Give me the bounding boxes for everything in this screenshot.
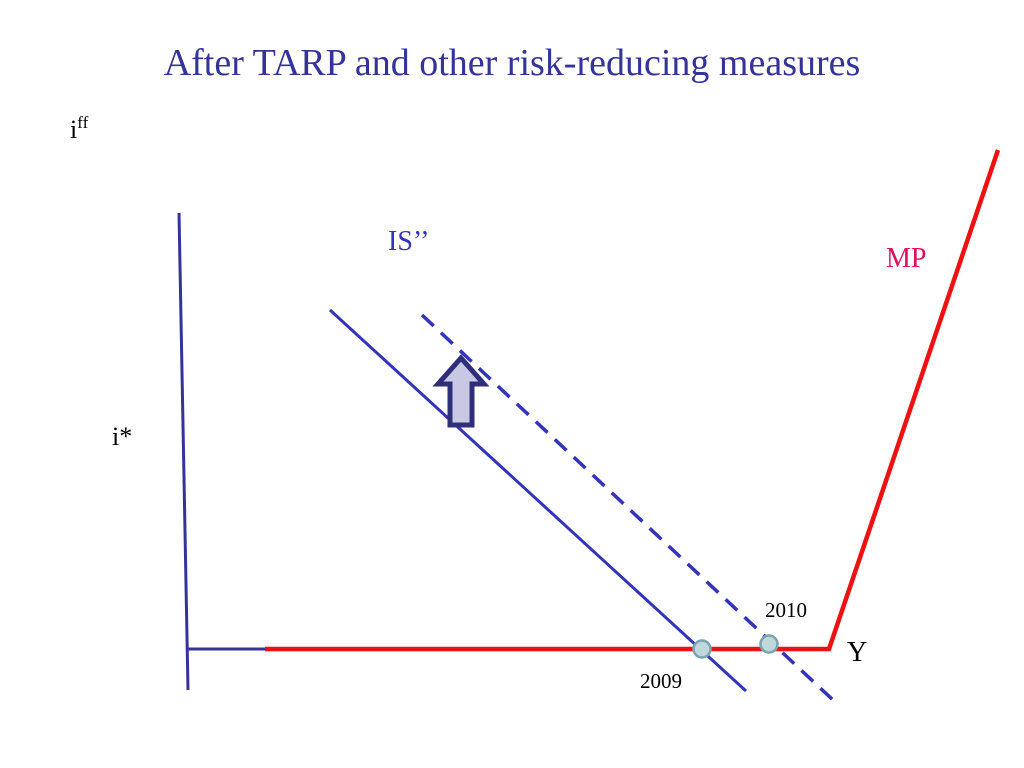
mp-label: MP <box>886 243 926 274</box>
equilibrium-2010-marker <box>759 634 779 654</box>
y-axis-line <box>177 212 190 691</box>
y-axis-label-base: i <box>70 115 77 144</box>
year-2009-label: 2009 <box>640 669 682 693</box>
y-axis-label-superscript: ff <box>77 113 88 132</box>
up-arrow-icon <box>432 354 490 428</box>
slide-title: After TARP and other risk-reducing measu… <box>163 42 861 84</box>
is-shifted-label: IS’’ <box>388 226 429 257</box>
is-curve <box>328 308 748 693</box>
year-2010-label: 2010 <box>765 598 807 622</box>
y-axis-label: iff <box>70 113 89 144</box>
x-axis-label: Y <box>847 637 867 668</box>
reference-rate-label: i* <box>112 422 132 451</box>
mp-curve <box>265 149 1001 652</box>
equilibrium-2009-marker <box>692 639 712 659</box>
